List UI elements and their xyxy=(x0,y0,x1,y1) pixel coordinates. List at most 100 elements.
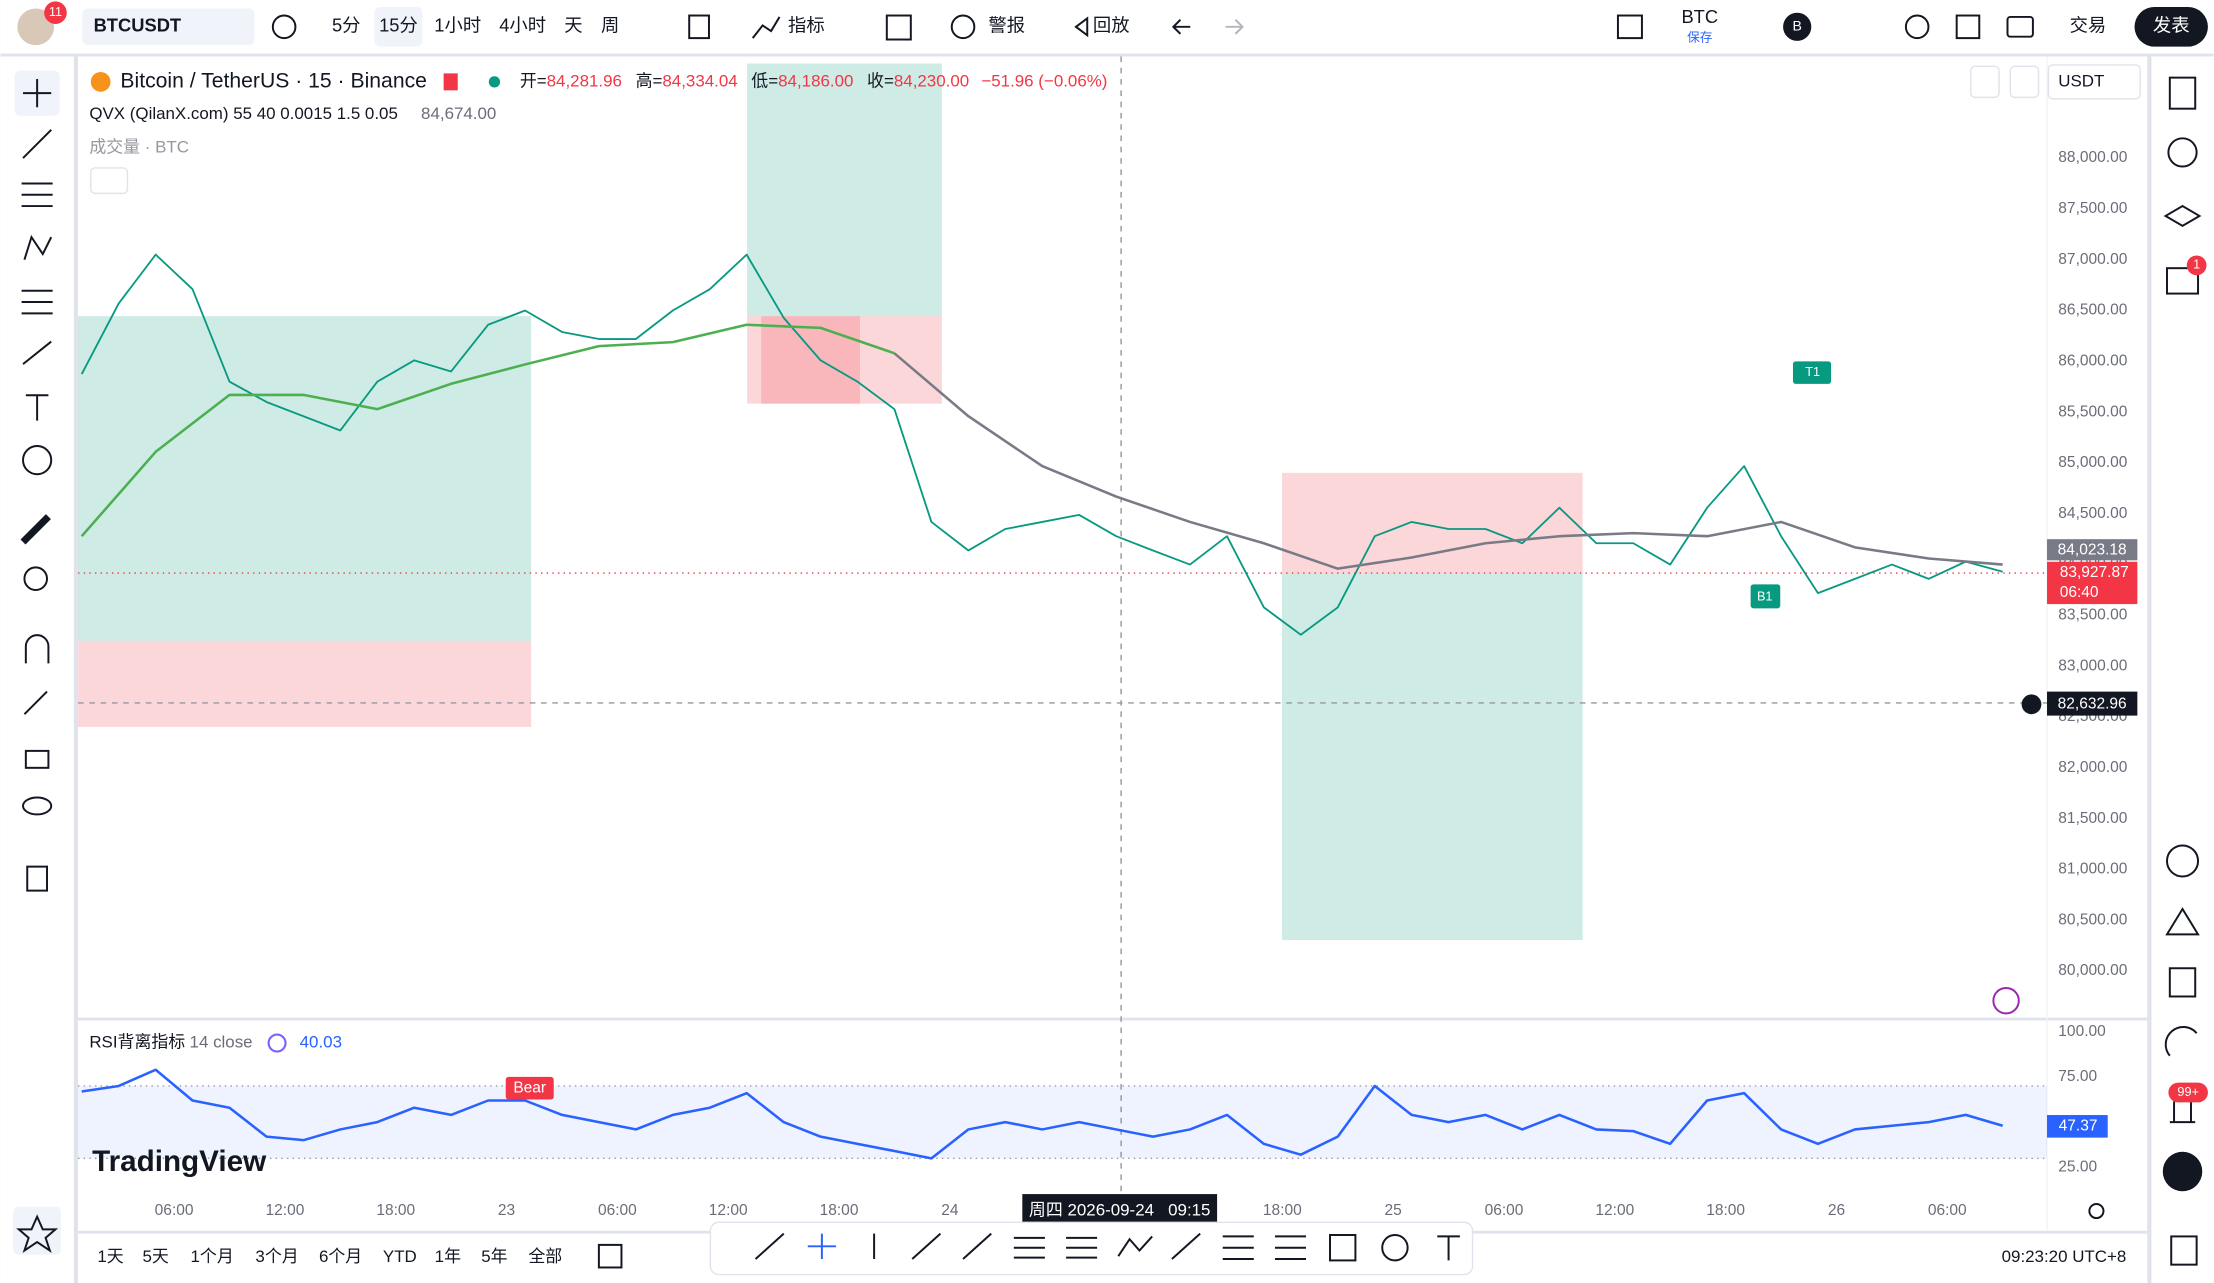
cross-tool[interactable] xyxy=(23,79,52,108)
calendar-button[interactable] xyxy=(2168,967,2197,998)
apps-button[interactable] xyxy=(2162,1151,2203,1192)
ftool-ray[interactable] xyxy=(911,1232,942,1260)
interval-button[interactable]: 周 xyxy=(601,15,619,36)
alert-icon xyxy=(950,14,976,40)
fullscreen-button[interactable] xyxy=(1955,14,1981,40)
zoom-tool[interactable] xyxy=(23,566,48,591)
ftool-cross[interactable] xyxy=(807,1233,837,1260)
pattern-tool[interactable] xyxy=(23,234,53,260)
compare-button[interactable] xyxy=(271,14,297,40)
forecast-tool[interactable] xyxy=(21,289,53,315)
scroll-down-button[interactable] xyxy=(1970,65,2000,99)
settings-button[interactable] xyxy=(1904,14,1930,40)
ftool-short[interactable] xyxy=(1274,1235,1307,1260)
ftool-brush[interactable] xyxy=(754,1232,785,1260)
help-button[interactable] xyxy=(2170,1235,2198,1266)
interval-button[interactable]: 15分 xyxy=(379,15,418,36)
fullscreen-toggle[interactable] xyxy=(1616,14,1643,40)
y-tick-label: 83,500.00 xyxy=(2058,607,2127,624)
alerts-button[interactable] xyxy=(2167,137,2198,168)
redo-button[interactable] xyxy=(1225,19,1244,35)
trend-line-tool[interactable] xyxy=(22,129,52,159)
symbol-search[interactable] xyxy=(82,8,255,46)
ftool-long[interactable] xyxy=(1222,1235,1254,1260)
chat-button[interactable] xyxy=(2166,267,2200,295)
x-tick-label: 18:00 xyxy=(1706,1202,1745,1219)
snapshot-button[interactable] xyxy=(2006,15,2034,38)
replay-button[interactable]: 回放 xyxy=(1093,15,1130,36)
fib-tool[interactable] xyxy=(21,182,53,208)
publish-button[interactable] xyxy=(2134,7,2208,47)
save-label[interactable]: 保存 xyxy=(1687,30,1713,44)
open-value: 84,281.96 xyxy=(547,71,622,90)
add-alert-button[interactable] xyxy=(2021,694,2042,715)
alert-button[interactable]: 警报 xyxy=(988,15,1025,36)
chart-type-button[interactable] xyxy=(688,14,710,40)
y-tick-label: 81,500.00 xyxy=(2058,810,2127,827)
range-button[interactable]: 5天 xyxy=(143,1247,169,1266)
broker-icon[interactable] xyxy=(1783,12,1812,41)
currency-select[interactable] xyxy=(2047,64,2141,100)
range-button[interactable]: 1天 xyxy=(97,1247,123,1266)
y-tick-label: 80,000.00 xyxy=(2058,962,2127,979)
layouts-button[interactable] xyxy=(885,14,912,41)
ruler-tool[interactable] xyxy=(20,514,51,545)
range-button[interactable]: 5年 xyxy=(481,1247,507,1266)
objects-button[interactable] xyxy=(2163,204,2202,227)
range-button[interactable]: YTD xyxy=(383,1247,417,1266)
bear-label: Bear xyxy=(513,1079,546,1096)
rsi-source-icon xyxy=(267,1033,287,1053)
interval-button[interactable]: 4小时 xyxy=(499,15,546,36)
icon-tool[interactable] xyxy=(22,445,53,476)
text-tool[interactable] xyxy=(25,394,49,421)
ftool-text[interactable] xyxy=(1437,1235,1460,1261)
range-button[interactable]: 6个月 xyxy=(319,1247,362,1266)
long2-profit-zone xyxy=(1282,573,1583,941)
y-tick-label: 87,000.00 xyxy=(2058,251,2127,268)
range-button[interactable]: 全部 xyxy=(528,1247,562,1266)
interval-button[interactable]: 5分 xyxy=(332,15,361,36)
events-button[interactable] xyxy=(1992,987,2020,1015)
x-tick-label: 25 xyxy=(1385,1202,1402,1219)
ftool-play[interactable] xyxy=(1381,1234,1409,1262)
range-button[interactable]: 1个月 xyxy=(191,1247,234,1266)
trade-button[interactable]: 交易 xyxy=(2070,15,2107,36)
y-tick-label: 86,000.00 xyxy=(2058,352,2127,369)
ftool-rect[interactable] xyxy=(1329,1234,1357,1262)
interval-button[interactable]: 天 xyxy=(564,15,582,36)
delete-tool[interactable] xyxy=(26,865,48,892)
axis-settings[interactable] xyxy=(2088,1202,2105,1220)
collapse-legend[interactable] xyxy=(90,167,129,195)
y-tick-label: 88,000.00 xyxy=(2058,149,2127,166)
long2-loss-zone xyxy=(1282,472,1583,574)
lock-drawings-tool[interactable] xyxy=(23,690,48,715)
autoscale-button[interactable] xyxy=(2009,65,2040,99)
goto-date-button[interactable] xyxy=(597,1243,623,1269)
streams-button[interactable] xyxy=(2164,1026,2198,1057)
undo-button[interactable] xyxy=(1171,19,1191,35)
x-tick-label: 23 xyxy=(498,1202,515,1219)
interval-button[interactable]: 1小时 xyxy=(434,15,481,36)
watchlist-button[interactable] xyxy=(2168,76,2197,110)
indicator-legend: QVX (QilanX.com) 55 40 0.0015 1.5 0.05 xyxy=(89,104,398,123)
ftool-path[interactable] xyxy=(1171,1232,1201,1260)
magnet-tool[interactable] xyxy=(24,634,50,664)
range-button[interactable]: 1年 xyxy=(435,1247,461,1266)
ftool-fib[interactable] xyxy=(1066,1236,1098,1259)
ftool-line[interactable] xyxy=(962,1232,992,1260)
ftool-channel[interactable] xyxy=(1013,1236,1045,1259)
y-tick-label: 87,500.00 xyxy=(2058,200,2127,217)
lock-tool[interactable] xyxy=(24,749,50,769)
layout-name[interactable]: BTC xyxy=(1681,6,1718,27)
favorites-button[interactable] xyxy=(13,1206,62,1255)
badge-count: 11 xyxy=(49,5,62,19)
hotlist-button[interactable] xyxy=(2166,844,2200,878)
brush-tool[interactable] xyxy=(22,340,52,365)
hide-tool[interactable] xyxy=(22,796,53,816)
ideas-button[interactable] xyxy=(2165,907,2200,936)
indicators-button[interactable]: 指标 xyxy=(788,15,825,36)
currency: USDT xyxy=(2058,71,2104,90)
avatar[interactable] xyxy=(17,8,55,46)
range-button[interactable]: 3个月 xyxy=(255,1247,298,1266)
ftool-pattern[interactable] xyxy=(1117,1235,1153,1257)
